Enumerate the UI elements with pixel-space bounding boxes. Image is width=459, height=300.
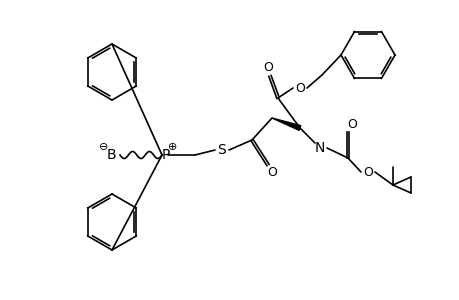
Text: O: O: [263, 61, 272, 74]
Text: O: O: [267, 167, 276, 179]
Text: O: O: [294, 82, 304, 94]
Text: S: S: [217, 143, 226, 157]
Text: O: O: [362, 166, 372, 178]
Text: P: P: [162, 148, 170, 162]
Text: ⊖: ⊖: [99, 142, 108, 152]
Polygon shape: [271, 118, 300, 130]
Text: ⊕: ⊕: [168, 142, 177, 152]
Text: O: O: [346, 118, 356, 130]
Text: B: B: [106, 148, 116, 162]
Text: N: N: [314, 141, 325, 155]
